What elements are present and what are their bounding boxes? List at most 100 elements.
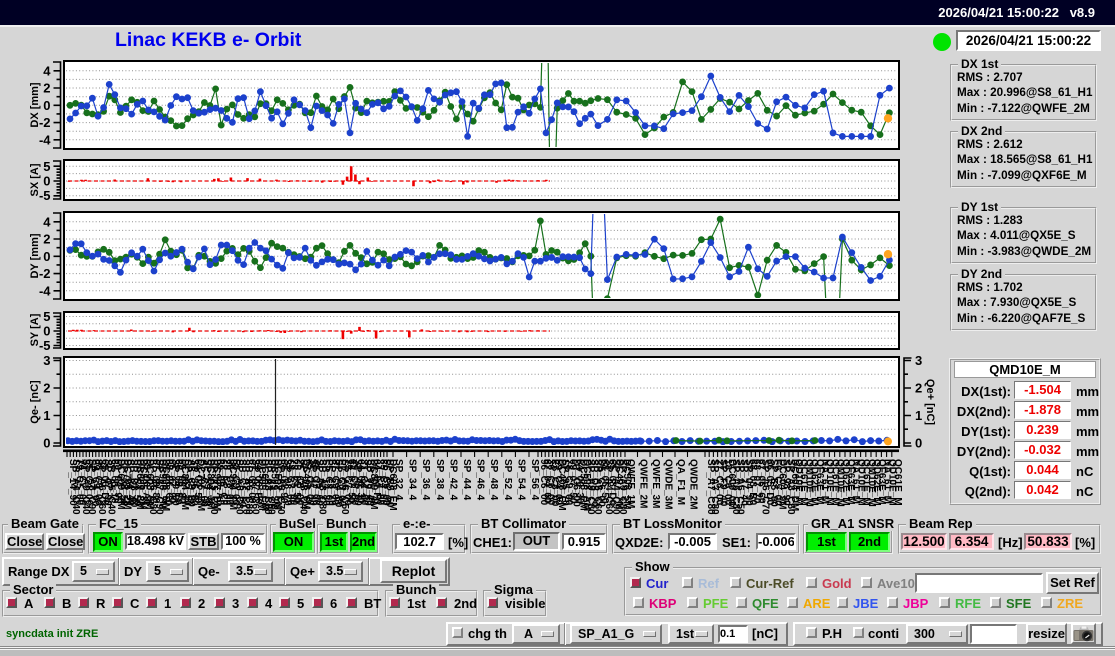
svg-text:SP_A8_C80: SP_A8_C80 [317,459,328,515]
svg-text:QWDE_3M: QWDE_3M [663,459,674,510]
svg-text:85_C4_00: 85_C4_00 [377,459,388,506]
svg-text:0: 0 [43,174,50,189]
svg-text:SP_08_50: SP_08_50 [118,459,129,506]
svg-text:-5: -5 [39,338,51,353]
svg-text:DC804_FM: DC804_FM [179,459,190,510]
svg-text:DC508_5M: DC508_5M [621,459,632,510]
svg-text:67_09_80: 67_09_80 [150,459,161,504]
svg-text:SP_38_4: SP_38_4 [434,459,445,501]
svg-text:65_06_A0: 65_06_A0 [141,459,152,506]
svg-text:SP_A9_C80: SP_A9_C80 [617,459,628,515]
svg-text:66_05_D0: 66_05_D0 [764,459,775,506]
svg-text:SP_28_70: SP_28_70 [326,459,337,506]
svg-text:DC609_8M: DC609_8M [134,459,145,510]
svg-text:SP_04_90: SP_04_90 [743,459,754,506]
svg-text:Qe+ [nC]: Qe+ [nC] [924,379,936,425]
svg-text:-4: -4 [39,283,51,298]
svg-text:67_06_60: 67_06_60 [755,459,766,504]
svg-text:27_C6_00: 27_C6_00 [713,459,724,506]
svg-text:49_C6_00: 49_C6_00 [349,459,360,506]
svg-text:2: 2 [43,232,50,247]
svg-text:SP_95_70: SP_95_70 [560,459,571,506]
svg-text:4: 4 [43,63,51,78]
svg-text:2: 2 [915,381,922,396]
svg-text:QM10E_M: QM10E_M [835,459,846,507]
svg-text:SP_A9_C40: SP_A9_C40 [80,459,91,515]
svg-text:SP_A9_C80: SP_A9_C80 [585,459,596,515]
svg-text:SP_A6_C50: SP_A6_C50 [734,459,745,515]
svg-text:DC408_EM: DC408_EM [556,459,567,511]
svg-text:SP_A8_C90: SP_A8_C90 [262,459,273,515]
svg-text:69_07_50: 69_07_50 [567,459,578,504]
svg-text:-2: -2 [39,266,51,281]
svg-text:SP_A4_C90: SP_A4_C90 [610,459,621,515]
svg-text:64_09_30: 64_09_30 [574,459,585,504]
svg-text:65_06_80: 65_06_80 [176,459,187,504]
svg-text:DC809_4M: DC809_4M [368,459,379,510]
svg-text:DC608_EM: DC608_EM [387,459,398,511]
svg-text:SP_29_90: SP_29_90 [169,459,180,506]
svg-text:87_C9_00: 87_C9_00 [329,459,340,506]
svg-text:DC706_BM: DC706_BM [195,459,206,511]
svg-text:SP_A5_C40: SP_A5_C40 [105,459,116,515]
svg-text:SP_E5_90: SP_E5_90 [768,459,779,507]
svg-text:SP_A7_C90: SP_A7_C90 [153,459,164,515]
svg-text:2: 2 [43,381,50,396]
svg-text:SP_56_4: SP_56_4 [529,459,540,501]
svg-text:59_C4_00: 59_C4_00 [552,459,563,506]
svg-text:SP_45_60: SP_45_60 [352,459,363,506]
svg-text:64_C7_00: 64_C7_00 [285,459,296,506]
svg-text:SP_B5_50: SP_B5_50 [384,459,395,508]
svg-text:QC61E_M: QC61E_M [861,459,872,506]
svg-text:QM10E_M: QM10E_M [866,459,877,507]
svg-text:F6_C6_00: F6_C6_00 [381,459,392,506]
svg-text:0: 0 [915,436,922,451]
svg-text:3: 3 [915,353,922,368]
svg-text:SP_48_4: SP_48_4 [488,459,499,501]
svg-text:-4: -4 [39,132,51,147]
svg-text:SP_A4_C60: SP_A4_C60 [603,459,614,515]
svg-text:68_08_B0: 68_08_B0 [747,459,758,506]
svg-text:68_05_50: 68_05_50 [599,459,610,504]
svg-text:67_08_00: 67_08_00 [246,459,257,504]
svg-text:DC804_3M: DC804_3M [205,459,216,510]
svg-text:SP_A5_C60: SP_A5_C60 [592,459,603,515]
svg-text:SP_A4_C40: SP_A4_C40 [70,459,81,515]
svg-text:D5_C6_00: D5_C6_00 [596,459,607,507]
svg-text:65_08_D0: 65_08_D0 [606,459,617,506]
svg-text:QD10E_M: QD10E_M [793,459,804,506]
svg-text:DC907_BM: DC907_BM [211,459,222,511]
svg-text:DC609_2M: DC609_2M [115,459,126,510]
svg-text:D7_C6_00: D7_C6_00 [570,459,581,507]
svg-text:68_07_70: 68_07_70 [751,459,762,504]
svg-text:SP_A7_C60: SP_A7_C60 [249,459,260,515]
svg-text:3: 3 [43,353,50,368]
svg-text:69_06_D0: 69_06_D0 [99,459,110,506]
svg-text:QWDE_2M: QWDE_2M [688,459,699,510]
svg-text:65_07_90: 65_07_90 [166,459,177,504]
svg-text:65_C4_00: 65_C4_00 [83,459,94,506]
svg-text:A8_C9_00: A8_C9_00 [185,459,196,507]
svg-text:48_C7_00: 48_C7_00 [310,459,321,506]
svg-text:E6_C8_00: E6_C8_00 [549,459,560,507]
svg-text:69_09_A0: 69_09_A0 [214,459,225,506]
svg-text:QF63E_M: QF63E_M [845,459,856,505]
svg-text:DC609_0M: DC609_0M [726,459,737,510]
svg-text:2: 2 [43,81,50,96]
svg-text:86_C8_00: 86_C8_00 [224,459,235,506]
svg-text:SP_A6_C80: SP_A6_C80 [147,459,158,515]
svg-text:64_06_30: 64_06_30 [355,459,366,504]
svg-text:SP_A6_C70: SP_A6_C70 [760,459,771,515]
svg-text:QD62E_M: QD62E_M [871,459,882,506]
svg-text:-5: -5 [39,188,51,203]
svg-text:DX [mm]: DX [mm] [29,82,41,128]
svg-text:1: 1 [915,408,922,423]
svg-text:SP_44_4: SP_44_4 [461,459,472,501]
svg-text:SP_85_50: SP_85_50 [182,459,193,506]
svg-text:28_C8_00: 28_C8_00 [221,459,232,506]
svg-text:QD62E_M: QD62E_M [809,459,820,506]
svg-text:4: 4 [43,214,51,229]
svg-text:SP_A6_C80: SP_A6_C80 [233,459,244,515]
svg-text:SP_98_70: SP_98_70 [281,459,292,506]
svg-text:DC505_EM: DC505_EM [256,459,267,511]
